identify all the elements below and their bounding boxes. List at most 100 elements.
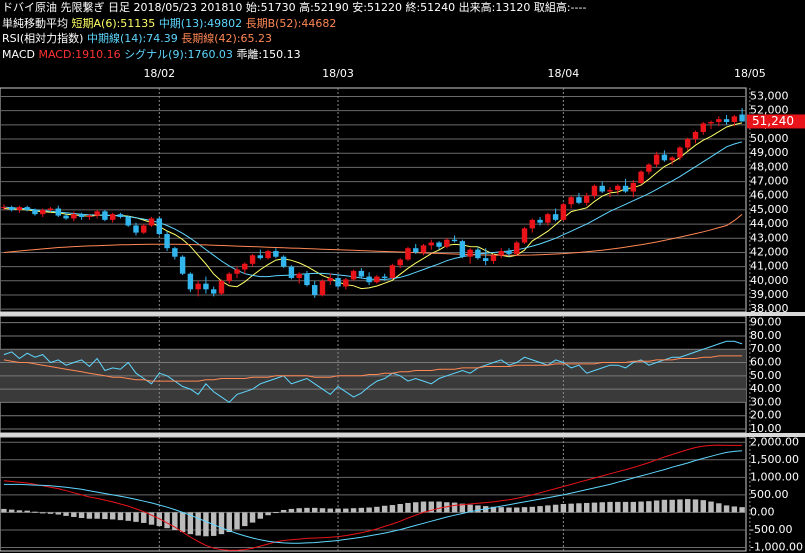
macd-line (3, 444, 743, 551)
rsi-tick-label: 30.00 (750, 395, 782, 408)
candle-up (71, 214, 77, 219)
macd-histogram-bar (475, 505, 481, 513)
candle-down (63, 215, 69, 219)
candle-up (242, 263, 248, 270)
macd-histogram-bar (661, 499, 668, 513)
candle-up (615, 185, 621, 191)
macd-histogram-bar (428, 501, 435, 513)
macd-histogram-bar (599, 502, 605, 513)
candle-down (381, 276, 388, 278)
chart-canvas[interactable]: 18/02 18/03 18/04 18/05 53,00052,00051,0005… (0, 62, 805, 553)
candle-down (358, 270, 365, 277)
macd-histogram-bar (607, 501, 613, 513)
candle-up (428, 242, 435, 246)
macd-histogram-bar (350, 508, 357, 513)
rsi-tick-label: 20.00 (750, 409, 782, 422)
macd-histogram-bar (366, 507, 372, 513)
macd-histogram-bar (529, 506, 536, 513)
price-tick-label: 46,000 (750, 189, 789, 202)
macd-histogram-bar (311, 507, 318, 513)
macd-histogram-bar (397, 503, 403, 513)
panel-divider (0, 312, 805, 316)
candle-down (482, 258, 489, 261)
macd-histogram-bar (545, 505, 551, 513)
macd-histogram-bar (521, 507, 528, 513)
macd-panel[interactable]: 2,000.00 1,500.00 1,000.00 500.00 0.00 -500.0… (0, 435, 803, 553)
macd-histogram-bar (653, 500, 660, 513)
macd-label: MACD (2, 47, 35, 61)
candle-up (498, 251, 504, 256)
macd-histogram-bar (63, 512, 69, 516)
candle-down (599, 185, 605, 192)
macd-histogram-bar (32, 511, 38, 513)
macd-histogram-bar (304, 507, 310, 513)
candle-up (16, 207, 23, 210)
macd-histogram-bar (179, 512, 186, 533)
macd-histogram-bar (319, 508, 326, 513)
macd-histogram-bar (257, 512, 264, 519)
candle-up (514, 242, 520, 254)
candle-down (661, 154, 668, 161)
macd-histogram-bar (459, 503, 466, 513)
macd-histogram-bar (172, 512, 178, 530)
candle-up (374, 276, 380, 283)
macd-histogram-bar (78, 512, 85, 519)
rsi-tick-label: 70.00 (750, 342, 782, 355)
candle-up (529, 219, 536, 229)
candle-down (179, 256, 186, 274)
macd-histogram-bar (16, 510, 23, 513)
rsi-mid-line (3, 340, 743, 404)
candle-up (195, 283, 201, 290)
candle-down (24, 207, 30, 210)
macd-tick-label: -1,000.00 (750, 540, 803, 553)
macd-histogram-bar (731, 506, 738, 513)
candle-up (716, 119, 722, 123)
macd-histogram-bar (684, 499, 691, 513)
candle-down (125, 217, 131, 226)
candle-up (677, 147, 683, 158)
candle-down (133, 225, 139, 233)
macd-signal-legend: シグナル(9):1760.03 (124, 47, 233, 61)
macd-histogram-bar (86, 512, 93, 519)
candle-down (210, 289, 217, 294)
price-panel[interactable]: 53,00052,00051,00050,00049,00048,00047,0… (0, 87, 805, 316)
candle-down (164, 234, 170, 249)
macd-histogram-bar (467, 504, 473, 513)
signal-line (3, 450, 743, 544)
candle-up (40, 209, 46, 215)
candle-down (273, 251, 279, 257)
candle-down (172, 248, 178, 257)
macd-histogram-bar (273, 512, 279, 514)
macd-histogram-bar (109, 512, 116, 520)
candle-up (684, 139, 691, 148)
last-price-badge (747, 114, 805, 129)
rsi-long-legend: 長期線(42):65.23 (181, 32, 273, 45)
macd-histogram-bar (133, 512, 139, 522)
macd-histogram-bar (568, 503, 574, 513)
price-tick-label: 48,000 (750, 160, 789, 173)
candle-up (708, 122, 714, 124)
macd-histogram-bar (669, 499, 675, 513)
macd-value-legend: MACD:1910.16 (38, 47, 121, 61)
ma-label: 単純移動平均 (2, 16, 68, 30)
macd-histogram-bar (739, 507, 745, 513)
rsi-mid-legend: 中期線(14):74.39 (86, 32, 178, 45)
macd-histogram-bar (148, 512, 155, 525)
price-tick-label: 50,000 (750, 132, 789, 145)
candle-up (669, 157, 675, 161)
macd-histogram-bar (8, 509, 15, 513)
macd-histogram-bar (630, 501, 637, 513)
rsi-tick-label: 40.00 (750, 382, 782, 395)
macd-histogram-bar (47, 512, 54, 514)
macd-histogram-bar (498, 507, 504, 513)
candle-down (311, 285, 318, 295)
instrument-info: ドバイ原油 先限繋ぎ 日足 2018/05/23 201810 始:51730 … (2, 1, 587, 14)
macd-histogram-bar (102, 512, 108, 520)
price-tick-label: 49,000 (750, 146, 789, 159)
candle-down (576, 197, 582, 203)
candle-down (78, 214, 85, 218)
candle-down (288, 266, 295, 278)
candle-up (141, 225, 147, 233)
rsi-panel[interactable]: 90.0080.0070.0060.0050.0040.0030.0020.00… (0, 315, 805, 437)
candle-up (249, 255, 256, 264)
